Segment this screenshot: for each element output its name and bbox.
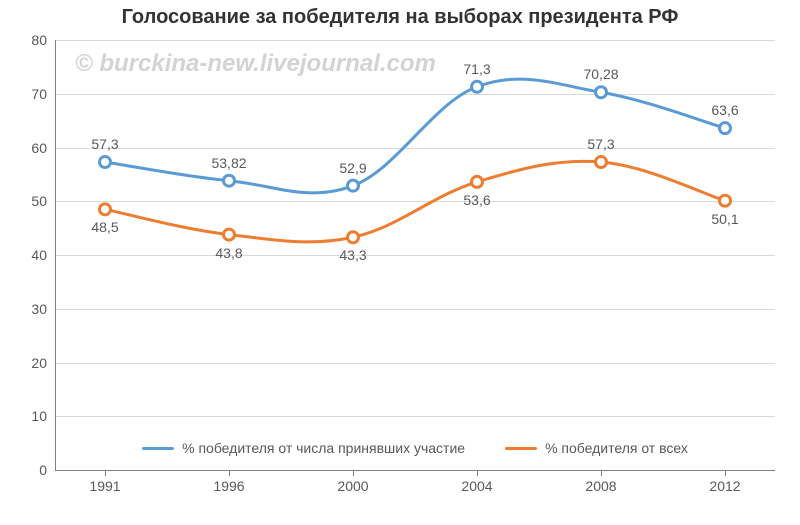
x-tick-label: 2000	[337, 470, 368, 494]
data-label: 50,1	[711, 211, 738, 227]
x-tick-label: 2008	[585, 470, 616, 494]
data-label: 57,3	[91, 136, 118, 152]
chart-root: Голосование за победителя на выборах пре…	[0, 0, 800, 525]
y-tick-label: 80	[31, 32, 55, 48]
y-tick-label: 0	[39, 462, 55, 478]
legend: % победителя от числа принявших участие%…	[55, 440, 775, 456]
chart-title: Голосование за победителя на выборах пре…	[0, 6, 800, 29]
legend-swatch	[142, 447, 174, 450]
series-marker	[720, 195, 731, 206]
legend-item: % победителя от всех	[505, 440, 688, 456]
series-marker	[100, 204, 111, 215]
data-label: 70,28	[583, 66, 618, 82]
series-marker	[720, 123, 731, 134]
legend-label: % победителя от числа принявших участие	[182, 440, 465, 456]
x-axis	[55, 470, 775, 471]
data-label: 53,82	[211, 155, 246, 171]
legend-label: % победителя от всех	[545, 440, 688, 456]
series-marker	[348, 180, 359, 191]
y-tick-label: 70	[31, 86, 55, 102]
series-line	[105, 79, 725, 193]
legend-item: % победителя от числа принявших участие	[142, 440, 465, 456]
y-tick-label: 30	[31, 301, 55, 317]
data-label: 53,6	[463, 192, 490, 208]
data-label: 48,5	[91, 219, 118, 235]
x-tick-label: 2004	[461, 470, 492, 494]
data-label: 57,3	[587, 136, 614, 152]
data-label: 52,9	[339, 160, 366, 176]
data-label: 71,3	[463, 61, 490, 77]
series-marker	[224, 175, 235, 186]
series-marker	[224, 229, 235, 240]
series-marker	[596, 87, 607, 98]
data-label: 43,8	[215, 245, 242, 261]
y-tick-label: 50	[31, 193, 55, 209]
x-tick-label: 1991	[89, 470, 120, 494]
y-tick-label: 20	[31, 355, 55, 371]
series-marker	[100, 157, 111, 168]
series-marker	[472, 176, 483, 187]
series-layer	[55, 40, 775, 470]
legend-swatch	[505, 447, 537, 450]
y-tick-label: 10	[31, 408, 55, 424]
x-tick-label: 2012	[709, 470, 740, 494]
plot-area: 0102030405060708019911996200020042008201…	[55, 40, 775, 470]
series-marker	[348, 232, 359, 243]
data-label: 43,3	[339, 247, 366, 263]
x-tick-label: 1996	[213, 470, 244, 494]
y-tick-label: 60	[31, 140, 55, 156]
series-marker	[596, 157, 607, 168]
y-tick-label: 40	[31, 247, 55, 263]
series-marker	[472, 81, 483, 92]
data-label: 63,6	[711, 102, 738, 118]
series-line	[105, 161, 725, 242]
